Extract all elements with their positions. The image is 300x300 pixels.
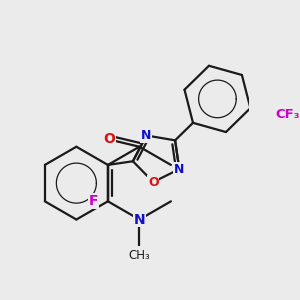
Text: N: N (141, 129, 152, 142)
Text: N: N (174, 163, 184, 176)
Text: CF₃: CF₃ (276, 108, 300, 121)
Text: O: O (148, 176, 159, 188)
Text: CH₃: CH₃ (128, 249, 150, 262)
Text: O: O (103, 132, 115, 146)
Text: N: N (134, 212, 145, 226)
Text: F: F (89, 194, 98, 208)
